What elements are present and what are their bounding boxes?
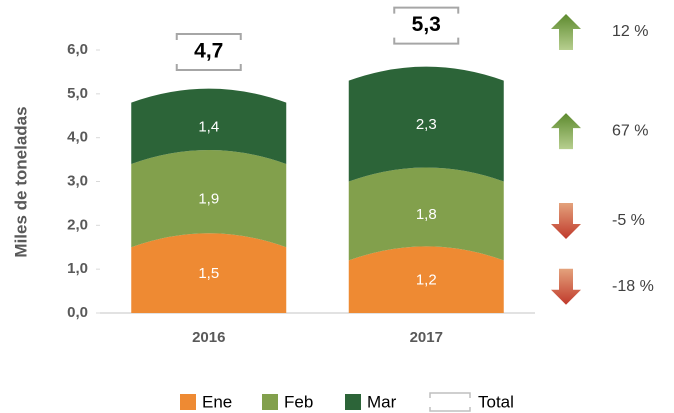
bar-segment bbox=[348, 167, 504, 261]
legend-label: Total bbox=[478, 392, 514, 411]
change-label: -18 % bbox=[612, 278, 654, 295]
change-label: 12 % bbox=[612, 23, 648, 40]
y-tick-label: 6,0 bbox=[67, 41, 88, 58]
y-axis-title: Miles de toneladas bbox=[11, 106, 30, 257]
change-label: -5 % bbox=[612, 212, 645, 229]
bar-segment bbox=[131, 149, 287, 248]
y-tick-label: 3,0 bbox=[67, 172, 88, 189]
y-tick-label: 1,0 bbox=[67, 260, 88, 277]
x-tick-label: 2017 bbox=[410, 329, 443, 346]
value-label: 1,8 bbox=[416, 206, 437, 223]
legend-swatch bbox=[262, 394, 278, 410]
y-tick-label: 4,0 bbox=[67, 129, 88, 146]
y-tick-label: 2,0 bbox=[67, 216, 88, 233]
bar-segment bbox=[348, 66, 504, 182]
total-label: 5,3 bbox=[412, 13, 441, 36]
total-bracket bbox=[393, 6, 460, 45]
y-tick-label: 5,0 bbox=[67, 85, 88, 102]
legend-label: Feb bbox=[284, 392, 313, 411]
total-label: 4,7 bbox=[194, 40, 223, 63]
value-label: 1,5 bbox=[198, 265, 219, 282]
change-arrow bbox=[551, 268, 581, 305]
legend-swatch bbox=[180, 394, 196, 410]
value-label: 1,4 bbox=[198, 118, 219, 135]
bar-segment bbox=[131, 233, 287, 313]
value-label: 1,9 bbox=[198, 191, 219, 208]
x-tick-label: 2016 bbox=[192, 329, 225, 346]
legend-label: Ene bbox=[202, 392, 232, 411]
change-arrow bbox=[551, 113, 581, 150]
bar-segment bbox=[348, 246, 504, 313]
change-label: 67 % bbox=[612, 122, 648, 139]
change-arrow bbox=[551, 14, 581, 50]
legend-label: Mar bbox=[367, 392, 397, 411]
change-arrow bbox=[551, 202, 581, 239]
value-label: 2,3 bbox=[416, 116, 437, 133]
bar-segment bbox=[131, 88, 287, 164]
legend-swatch bbox=[429, 392, 471, 412]
legend-swatch bbox=[345, 394, 361, 410]
total-bracket bbox=[175, 32, 242, 71]
y-tick-label: 0,0 bbox=[67, 304, 88, 321]
value-label: 1,2 bbox=[416, 272, 437, 289]
